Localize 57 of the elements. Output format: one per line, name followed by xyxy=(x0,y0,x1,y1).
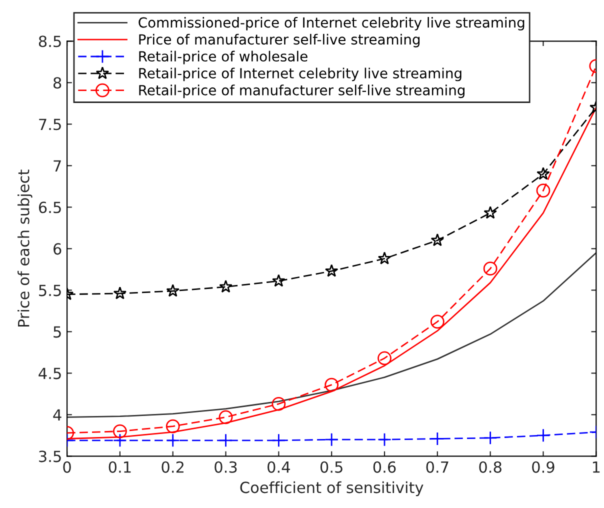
y-tick-label: 4.5 xyxy=(38,368,61,380)
legend-label: Retail-price of Internet celebrity live streaming xyxy=(139,68,462,82)
x-tick-label: 0.9 xyxy=(532,461,554,473)
legend-label: Price of manufacturer self-live streaming xyxy=(139,34,420,48)
x-tick-label: 0.6 xyxy=(373,461,396,473)
point xyxy=(113,424,127,438)
y-tick-label: 5 xyxy=(54,326,61,338)
x-tick-label: 0.4 xyxy=(268,461,290,473)
point xyxy=(483,262,498,276)
legend-label: Retail-price of wholesale xyxy=(139,50,308,64)
point xyxy=(536,428,550,442)
point xyxy=(218,433,233,448)
point xyxy=(324,378,339,392)
point xyxy=(430,314,444,329)
x-axis-title: Coefficient of sensitivity xyxy=(240,481,424,496)
line-series xyxy=(67,252,596,418)
point xyxy=(218,410,233,424)
legend-label: Commissioned-price of Internet celebrity live streaming xyxy=(138,16,524,30)
point xyxy=(324,264,338,277)
point xyxy=(430,233,444,246)
y-tick-label: 8.5 xyxy=(38,36,61,48)
y-tick-label: 6.5 xyxy=(38,202,61,214)
point xyxy=(484,206,497,219)
point xyxy=(272,274,286,287)
point xyxy=(536,167,550,180)
point xyxy=(166,284,180,297)
legend-label: Retail-price of manufacturer self-live streaming xyxy=(139,84,464,98)
y-tick-label: 7.5 xyxy=(39,118,61,130)
point xyxy=(272,396,286,411)
y-axis-title: Price of each subject xyxy=(18,170,32,327)
y-tick-label: 5.5 xyxy=(39,284,61,296)
x-tick-label: 0 xyxy=(63,461,71,473)
x-tick-label: 0.7 xyxy=(426,461,448,473)
point xyxy=(536,184,550,198)
x-tick-label: 0.2 xyxy=(162,461,184,473)
x-tick-label: 0.1 xyxy=(108,461,131,473)
y-tick-label: 3.5 xyxy=(39,450,61,462)
point xyxy=(219,280,232,293)
point xyxy=(113,286,127,300)
point xyxy=(430,432,444,446)
x-tick-label: 0.5 xyxy=(320,461,342,473)
y-tick-label: 4 xyxy=(53,409,62,420)
point xyxy=(166,433,180,448)
point xyxy=(324,432,339,447)
point xyxy=(483,430,498,445)
point xyxy=(378,252,392,264)
y-tick-label: 7 xyxy=(54,160,61,172)
point xyxy=(378,351,392,366)
point xyxy=(166,419,180,434)
y-tick-label: 6 xyxy=(54,243,62,255)
point xyxy=(378,432,392,447)
point xyxy=(113,433,127,448)
x-tick-label: 0.8 xyxy=(479,461,502,473)
y-tick-label: 8 xyxy=(54,77,62,89)
x-tick-label: 1 xyxy=(592,462,600,473)
point xyxy=(272,433,286,448)
x-tick-label: 0.3 xyxy=(214,461,237,473)
